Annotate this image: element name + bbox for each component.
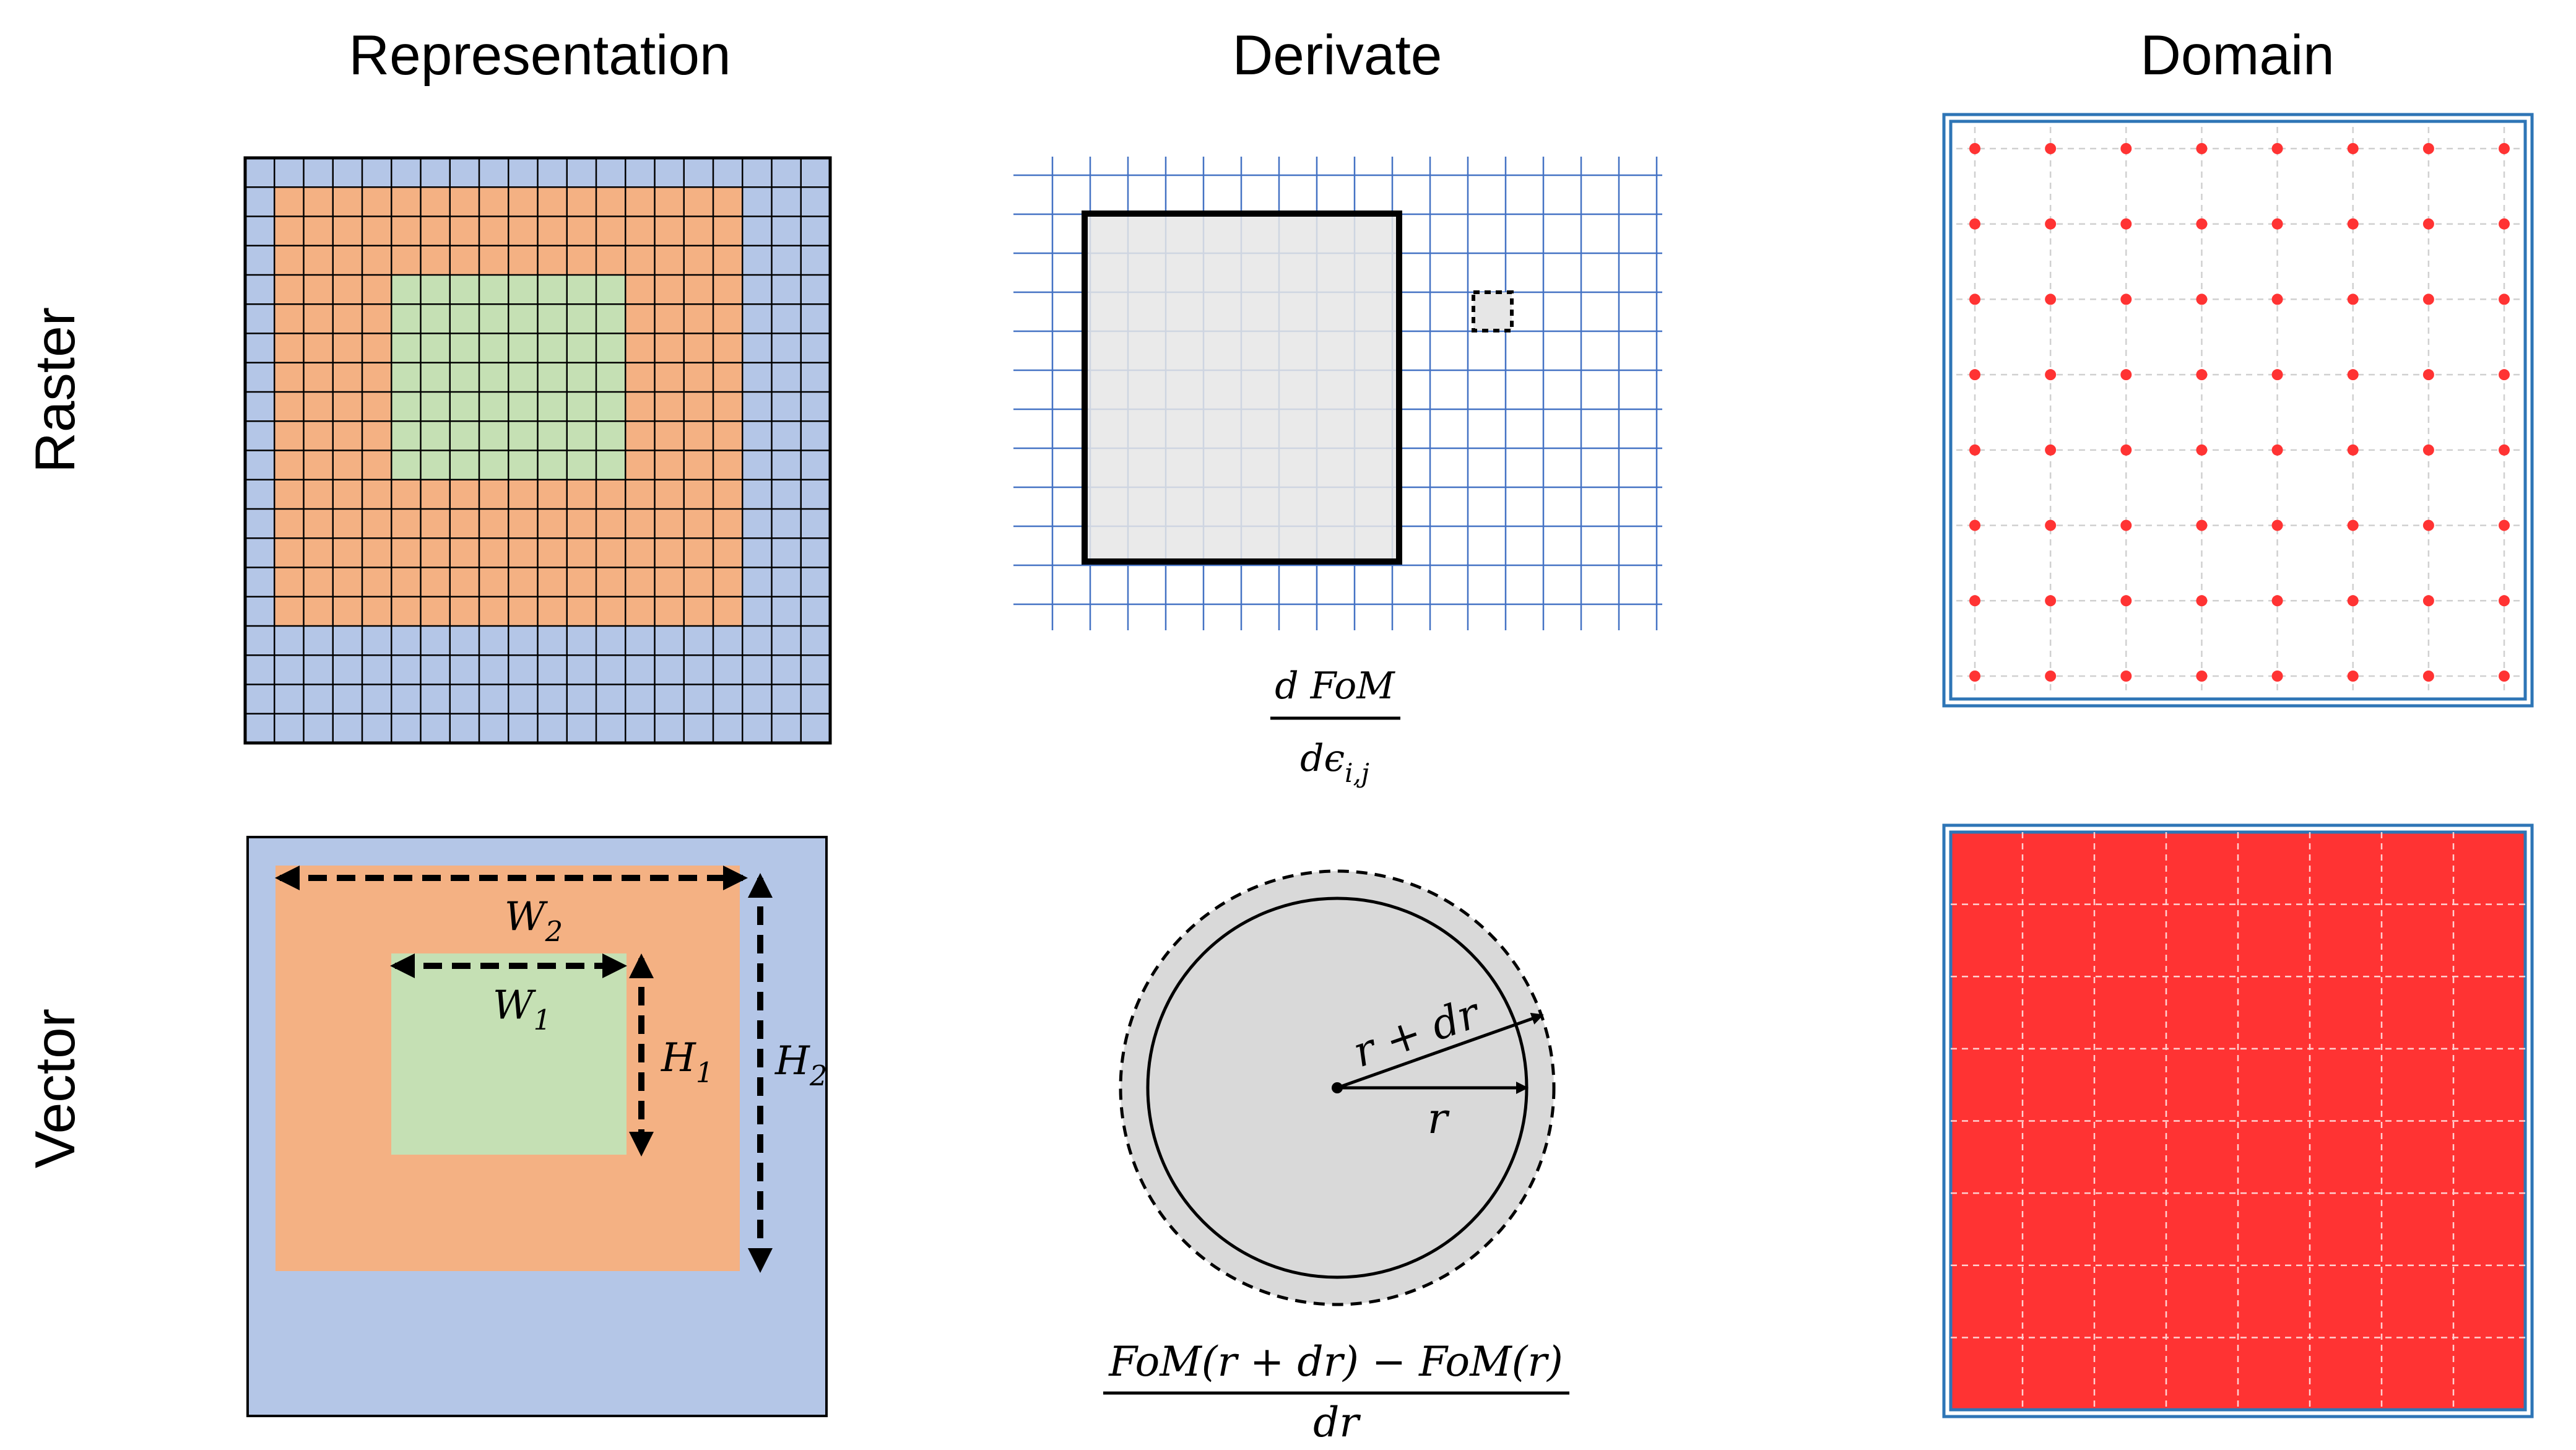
sample-point [2120, 519, 2132, 531]
raster-domain-sample-points [1956, 127, 2520, 693]
r-label: r [1428, 1095, 1450, 1144]
sample-point [2120, 369, 2132, 381]
sample-point [2120, 293, 2132, 305]
sample-point [1969, 519, 1980, 531]
h1-label: H1 [661, 1035, 713, 1089]
sample-point [2499, 444, 2510, 456]
sample-point [1969, 595, 1980, 607]
column-header-representation: Representation [349, 24, 731, 87]
sample-point [2196, 143, 2208, 154]
sample-point [2347, 519, 2359, 531]
vector-formula-numerator: FoM(r + dr) − FoM(r) [1108, 1338, 1563, 1386]
sample-point [2120, 671, 2132, 682]
sample-point [2499, 293, 2510, 305]
row-header-vector: Vector [24, 1009, 87, 1168]
sample-point [2120, 143, 2132, 154]
sample-point [1969, 369, 1980, 381]
vector-derivative-formula: FoM(r + dr) − FoM(r) dr [1103, 1338, 1569, 1446]
sample-point [2045, 595, 2057, 607]
sample-point [2045, 444, 2057, 456]
sample-point [2045, 519, 2057, 531]
sample-point [2347, 293, 2359, 305]
sample-point [2499, 671, 2510, 682]
sample-point [2271, 519, 2283, 531]
sample-point [2499, 519, 2510, 531]
sample-point [2271, 444, 2283, 456]
sample-point [1969, 671, 1980, 682]
sample-point [2347, 671, 2359, 682]
raster-border [243, 156, 832, 745]
column-header-domain: Domain [2140, 24, 2335, 87]
sample-point [2045, 671, 2057, 682]
sample-point [2045, 143, 2057, 154]
sample-point [2347, 218, 2359, 230]
sample-point [2196, 671, 2208, 682]
sample-point [2499, 143, 2510, 154]
sample-point [2499, 595, 2510, 607]
sample-point [2196, 218, 2208, 230]
sample-point [2271, 595, 2283, 607]
sample-point [2499, 218, 2510, 230]
sample-point [2196, 293, 2208, 305]
h2-label: H2 [774, 1038, 827, 1092]
raster-domain-frame-inner [1949, 119, 2527, 701]
raster-derivative-formula: d FoM dϵi,j [1270, 664, 1400, 788]
sample-point [2422, 444, 2434, 456]
sample-point [2271, 218, 2283, 230]
sample-point [2196, 444, 2208, 456]
sample-point [2422, 143, 2434, 154]
vector-formula-denominator: dr [1313, 1399, 1361, 1446]
sample-point [2045, 369, 2057, 381]
design-region-box [1082, 211, 1402, 565]
sample-point [2347, 595, 2359, 607]
sample-point [1969, 143, 1980, 154]
sample-point [2422, 293, 2434, 305]
sample-point [2196, 369, 2208, 381]
sample-point [2120, 444, 2132, 456]
row-header-raster: Raster [24, 307, 87, 473]
w2-label: W2 [505, 894, 563, 948]
sample-point [1969, 218, 1980, 230]
vector-representation: W2 W1 H1 H2 [246, 836, 828, 1417]
sample-point [2045, 293, 2057, 305]
vector-inner-region [391, 953, 627, 1155]
sample-point [2422, 671, 2434, 682]
sample-point [1969, 444, 1980, 456]
sample-point [2120, 595, 2132, 607]
sample-point [2422, 369, 2434, 381]
raster-domain-frame-outer [1942, 113, 2534, 708]
sample-point [2045, 218, 2057, 230]
sample-point [2422, 218, 2434, 230]
sample-point [2422, 519, 2434, 531]
sample-point [2271, 369, 2283, 381]
sample-point [2347, 444, 2359, 456]
sample-point [2271, 293, 2283, 305]
sample-point [2271, 671, 2283, 682]
vector-domain-grid [1951, 832, 2525, 1410]
sample-point [2347, 143, 2359, 154]
column-header-derivate: Derivate [1233, 24, 1442, 87]
sample-point [2422, 595, 2434, 607]
sample-point [2499, 369, 2510, 381]
sample-point [2271, 143, 2283, 154]
sample-point [2196, 595, 2208, 607]
raster-formula-denominator: dϵi,j [1300, 737, 1369, 788]
raster-representation-grid [243, 156, 832, 745]
raster-formula-numerator: d FoM [1275, 664, 1395, 708]
perturbed-pixel-box [1472, 290, 1514, 332]
vector-derivative-circle: r + dr r [1119, 869, 1556, 1306]
sample-point [2347, 369, 2359, 381]
w1-label: W1 [493, 983, 551, 1036]
sample-point [1969, 293, 1980, 305]
r-plus-dr-arrow [1337, 1012, 1544, 1090]
sample-point [2196, 519, 2208, 531]
sample-point [2120, 218, 2132, 230]
